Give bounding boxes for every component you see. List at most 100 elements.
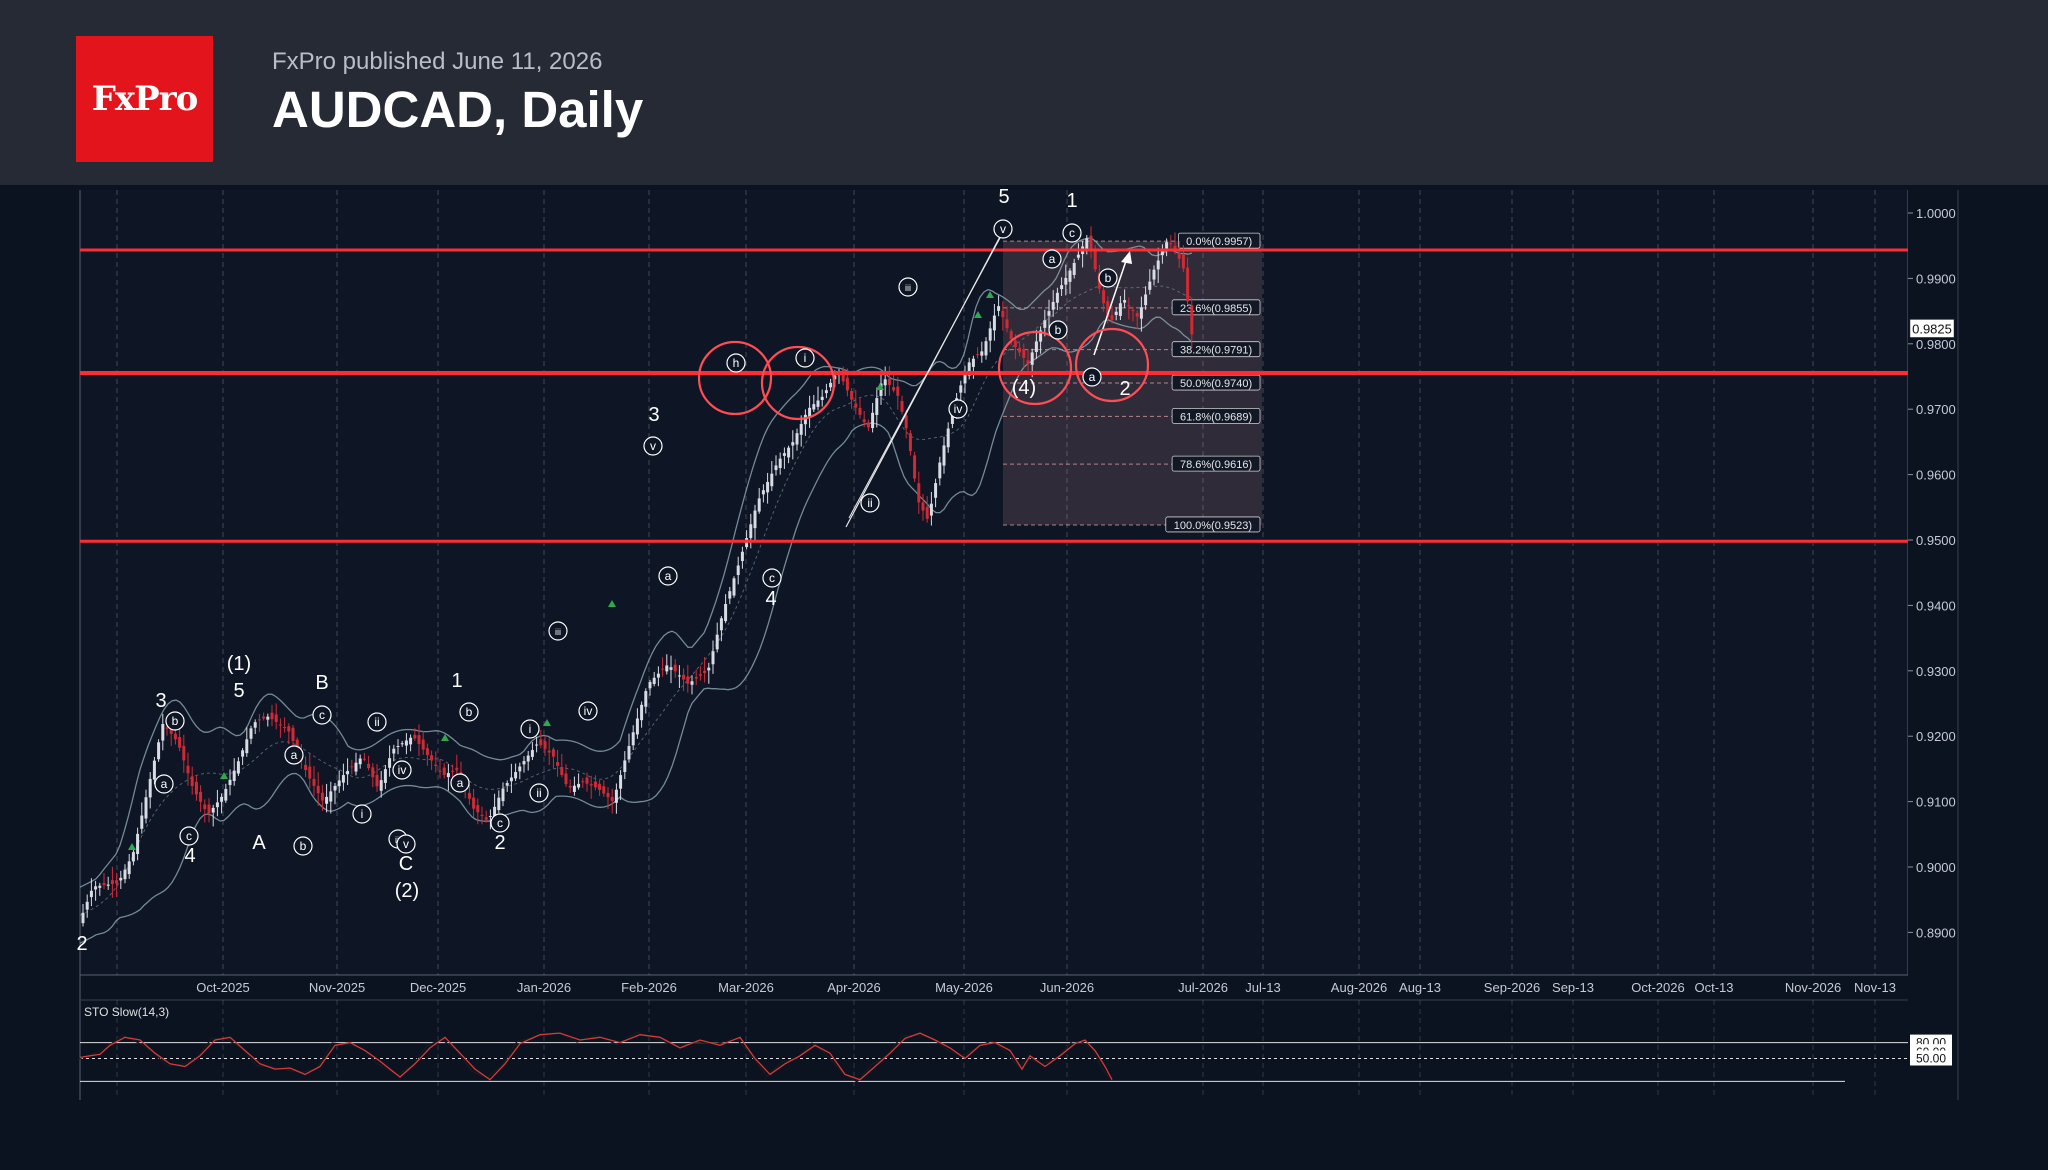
candle-body: [530, 750, 534, 757]
candle-body: [971, 358, 975, 367]
candle-body: [1026, 360, 1030, 364]
buy-signal-arrow: [220, 772, 228, 779]
fibonacci-label-box: [1171, 374, 1261, 391]
candle-body: [320, 792, 324, 801]
candle-body: [446, 773, 450, 778]
price-tick-label: 0.9500: [1916, 533, 1956, 548]
candle-body: [787, 447, 791, 458]
candle-body: [976, 354, 980, 356]
wave-marker-circle: [726, 353, 746, 373]
candle-body: [757, 498, 761, 512]
wave-marker-circle: [529, 783, 549, 803]
logo-text: FxPro: [91, 79, 199, 119]
candle-body: [1169, 243, 1173, 245]
candle-body: [904, 415, 908, 429]
candle-body: [1165, 242, 1169, 249]
candle-body: [505, 783, 509, 786]
page-title: AUDCAD, Daily: [272, 81, 644, 138]
bollinger-middle-band: [79, 285, 1193, 916]
candle-body: [522, 761, 526, 765]
candle-body: [761, 490, 765, 495]
wave-marker-label: iii: [905, 283, 911, 293]
candle-body: [984, 341, 988, 356]
candle-body: [425, 748, 429, 756]
wave-marker-label: b: [172, 714, 179, 728]
candle-body: [455, 767, 459, 770]
candle-body: [119, 877, 123, 881]
candle-body: [157, 742, 161, 760]
wave-label: 3: [155, 690, 166, 712]
candle-body: [329, 791, 333, 802]
candle-body: [430, 755, 434, 761]
candle-body: [703, 670, 707, 674]
candle-body: [224, 788, 228, 801]
candle-body: [535, 744, 539, 746]
candle-body: [967, 362, 971, 376]
candle-body: [94, 886, 98, 890]
candle-body: [484, 817, 488, 820]
wave-label: (2): [395, 880, 419, 902]
price-tick-label: 0.9100: [1916, 795, 1956, 810]
candle-body: [556, 762, 560, 766]
wave-marker-label: i: [804, 351, 807, 365]
wave-marker-label: c: [319, 708, 325, 722]
time-tick-label: Sep-2026: [1484, 980, 1540, 995]
wave-marker-circle: [1042, 249, 1062, 269]
price-tick-label: 0.9600: [1916, 468, 1956, 483]
wave-marker-circle: [352, 804, 372, 824]
candle-body: [929, 503, 933, 516]
candle-body: [1055, 292, 1059, 303]
wave-marker-circle: [392, 760, 412, 780]
candle-body: [1139, 307, 1143, 319]
time-tick-label: Mar-2026: [718, 980, 774, 995]
time-tick-label: Jul-2026: [1178, 980, 1228, 995]
wave-marker-label: i: [361, 807, 364, 821]
published-date: FxPro published June 11, 2026: [272, 48, 603, 75]
oscillator-level-label: 50.00: [1916, 1052, 1946, 1066]
candle-body: [131, 852, 135, 862]
fibonacci-label-box: [1171, 455, 1261, 472]
candle-body: [598, 783, 602, 790]
fxpro-logo: FxPro: [76, 36, 213, 162]
candle-body: [774, 465, 778, 471]
fibonacci-label-box: [1165, 516, 1261, 533]
time-tick-label: Aug-13: [1399, 980, 1441, 995]
candle-body: [115, 880, 119, 884]
price-tick-label: 0.9700: [1916, 402, 1956, 417]
candle-body: [1064, 277, 1068, 285]
candle-body: [127, 861, 131, 875]
wave-marker-label: v: [403, 837, 409, 851]
oscillator-name: STO Slow(14,3): [84, 1005, 169, 1019]
candle-body: [1001, 310, 1005, 318]
candle-body: [917, 483, 921, 503]
candle-body: [652, 677, 656, 684]
candle-body: [152, 760, 156, 780]
wave-marker-label: b: [1105, 271, 1112, 285]
candle-body: [333, 785, 337, 791]
candle-body: [648, 681, 652, 689]
candle-body: [812, 404, 816, 410]
price-tick-label: 0.9900: [1916, 271, 1956, 286]
candle-body: [883, 379, 887, 386]
time-tick-label: Feb-2026: [621, 980, 677, 995]
candle-body: [1152, 269, 1156, 280]
wave-marker-label: a: [1089, 370, 1096, 384]
candle-body: [203, 804, 207, 810]
candle-body: [400, 743, 404, 745]
wave-label: (4): [1012, 377, 1036, 399]
candle-body: [257, 719, 261, 721]
candle-body: [808, 407, 812, 417]
candle-body: [1043, 320, 1047, 328]
price-tick-label: 0.9200: [1916, 729, 1956, 744]
price-tick-label: 0.9300: [1916, 664, 1956, 679]
candle-body: [421, 739, 425, 750]
highlight-circle: [697, 340, 773, 416]
time-tick-label: Jun-2026: [1040, 980, 1094, 995]
time-tick-label: Nov-2025: [309, 980, 365, 995]
candle-body: [593, 781, 597, 788]
fibonacci-level-label: 100.0%(0.9523): [1174, 520, 1252, 532]
candle-body: [291, 727, 295, 742]
candle-body: [799, 424, 803, 435]
candle-body: [875, 398, 879, 415]
candle-body: [963, 372, 967, 384]
